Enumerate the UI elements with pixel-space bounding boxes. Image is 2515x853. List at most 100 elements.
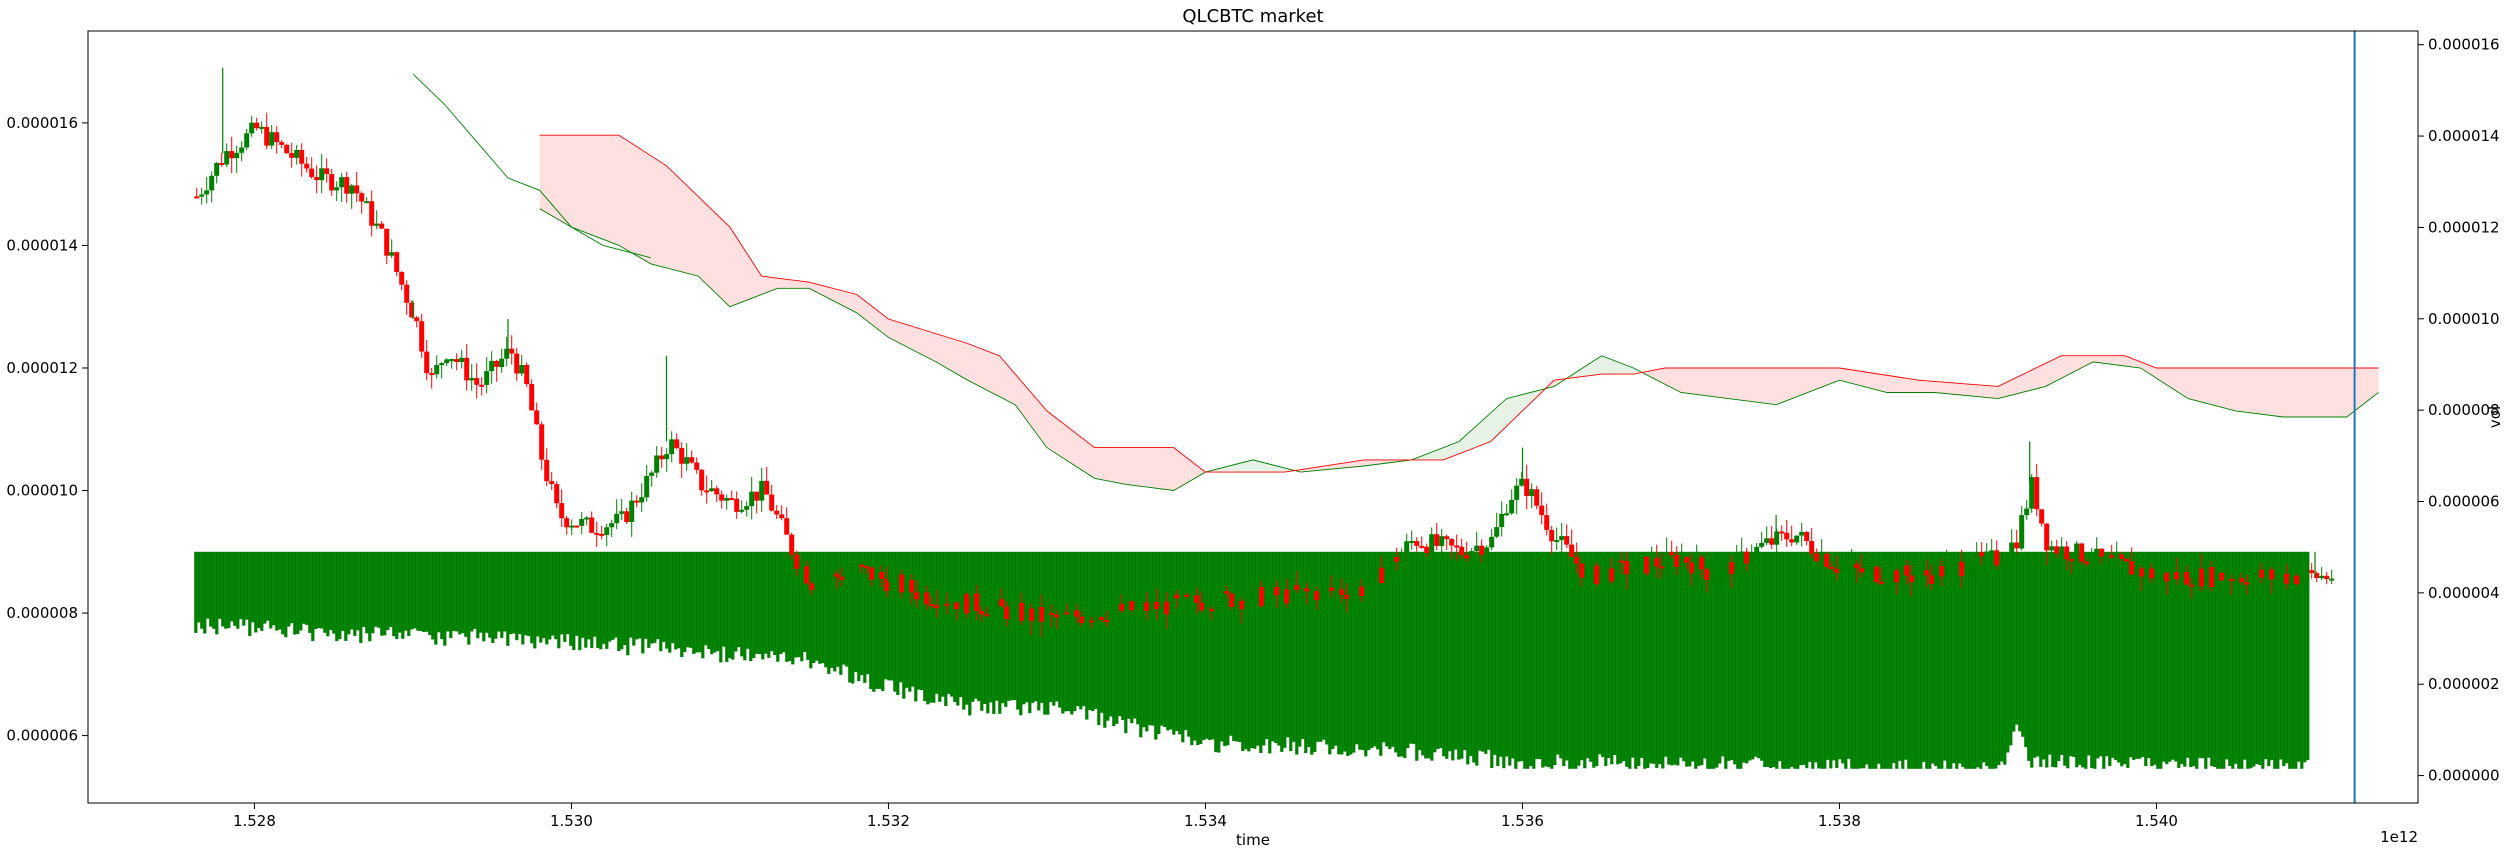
volume-bar	[1700, 551, 1704, 766]
volume-bar	[554, 551, 558, 640]
volume-bar	[683, 551, 687, 653]
volume-bar	[794, 551, 798, 658]
volume-bar	[1949, 551, 1953, 769]
candle-body	[1469, 551, 1475, 559]
volume-bar	[1013, 551, 1017, 701]
volume-bar	[1829, 551, 1833, 769]
volume-bar	[860, 551, 864, 675]
volume-bar	[1361, 551, 1365, 751]
volume-bar	[1823, 551, 1827, 769]
candle-body	[2114, 554, 2120, 558]
volume-bar	[701, 551, 705, 659]
volume-bar	[1568, 551, 1572, 769]
volume-bar	[1484, 551, 1488, 754]
volume-bar	[596, 551, 600, 648]
y-tick-label: 0.000010	[6, 482, 78, 500]
candle-body	[1444, 536, 1450, 540]
candle-body	[1579, 563, 1585, 578]
volume-bar	[203, 551, 207, 634]
volume-bar	[2216, 551, 2220, 769]
volume-bar	[1274, 551, 1278, 743]
y-tick-label: 0.000014	[6, 236, 78, 254]
volume-bar	[1574, 551, 1578, 769]
candle-body	[814, 589, 820, 592]
candle-body	[794, 554, 800, 569]
volume-bar	[1691, 551, 1695, 762]
volume-bar	[1067, 551, 1071, 712]
candle-body	[1949, 561, 1955, 564]
volume-bar	[503, 551, 507, 632]
volume-bar	[1784, 551, 1788, 769]
candle-body	[819, 581, 825, 590]
candle-body	[1244, 600, 1250, 609]
volume-bar	[707, 551, 711, 649]
volume-bar	[578, 551, 582, 651]
volume-bar	[2009, 551, 2013, 746]
volume-bar	[1883, 551, 1887, 769]
volume-bar	[1313, 551, 1317, 752]
candle-body	[894, 574, 900, 579]
volume-bar	[1181, 551, 1185, 743]
volume-bar	[1232, 551, 1236, 741]
ichimoku-cloud	[1296, 459, 1414, 472]
volume-bar	[428, 551, 432, 635]
candle-body	[1449, 539, 1455, 546]
volume-bar	[1796, 551, 1800, 769]
volume-bar	[1499, 551, 1503, 757]
volume-bar	[1763, 551, 1767, 767]
volume-bar	[401, 551, 405, 639]
volume-bar	[992, 551, 996, 714]
volume-bar	[899, 551, 903, 683]
volume-bar	[1403, 551, 1407, 759]
volume-bar	[236, 551, 240, 629]
candle-body	[1594, 565, 1600, 584]
candle-body	[1744, 551, 1750, 564]
volume-bar	[662, 551, 666, 642]
volume-bar	[2291, 551, 2295, 769]
volume-bar	[2261, 551, 2265, 769]
volume-bar	[1937, 551, 1941, 769]
candle-body	[384, 228, 390, 256]
volume-bar	[1889, 551, 1893, 769]
candle-body	[1919, 570, 1925, 577]
candle-body	[2039, 509, 2045, 524]
candle-body	[1229, 593, 1235, 607]
candle-body	[2104, 555, 2110, 558]
volume-bar	[287, 551, 291, 627]
candle-body	[409, 302, 415, 318]
volume-bar	[551, 551, 555, 636]
candle-body	[1069, 610, 1075, 614]
candle-body	[2229, 579, 2235, 582]
candle-body	[1174, 594, 1180, 599]
candle-body	[639, 497, 645, 503]
y-tick-label: 0.000006	[6, 727, 78, 745]
candle-body	[1704, 569, 1710, 580]
candle-body	[1434, 534, 1440, 546]
volume-bar	[1994, 551, 1998, 769]
volume-bar	[1976, 551, 1980, 768]
candle-body	[1854, 563, 1860, 569]
candle-body	[2294, 575, 2300, 584]
volume-bar	[2159, 551, 2163, 769]
volume-bar	[725, 551, 729, 662]
candle-body	[1894, 570, 1900, 583]
volume-bar	[383, 551, 387, 636]
candle-body	[1019, 602, 1025, 621]
volume-bar	[527, 551, 531, 637]
y2-axis-ticks: 0.000000 0.000002 0.000004 0.000006 0.000008…	[2418, 36, 2500, 785]
candle-body	[979, 611, 985, 615]
candle-body	[1209, 608, 1215, 612]
volume-bar	[728, 551, 732, 659]
volume-bar	[1238, 551, 1242, 743]
volume-bar	[827, 551, 831, 674]
candle-body	[1184, 594, 1190, 597]
volume-bar	[260, 551, 264, 631]
candle-body	[1474, 545, 1480, 552]
volume-bar	[1346, 551, 1350, 756]
candle-body	[324, 168, 330, 174]
volume-bar	[1694, 551, 1698, 769]
volume-bar	[656, 551, 660, 640]
candle-body	[444, 359, 450, 364]
volume-bar	[926, 551, 930, 705]
volume-bar	[515, 551, 519, 641]
